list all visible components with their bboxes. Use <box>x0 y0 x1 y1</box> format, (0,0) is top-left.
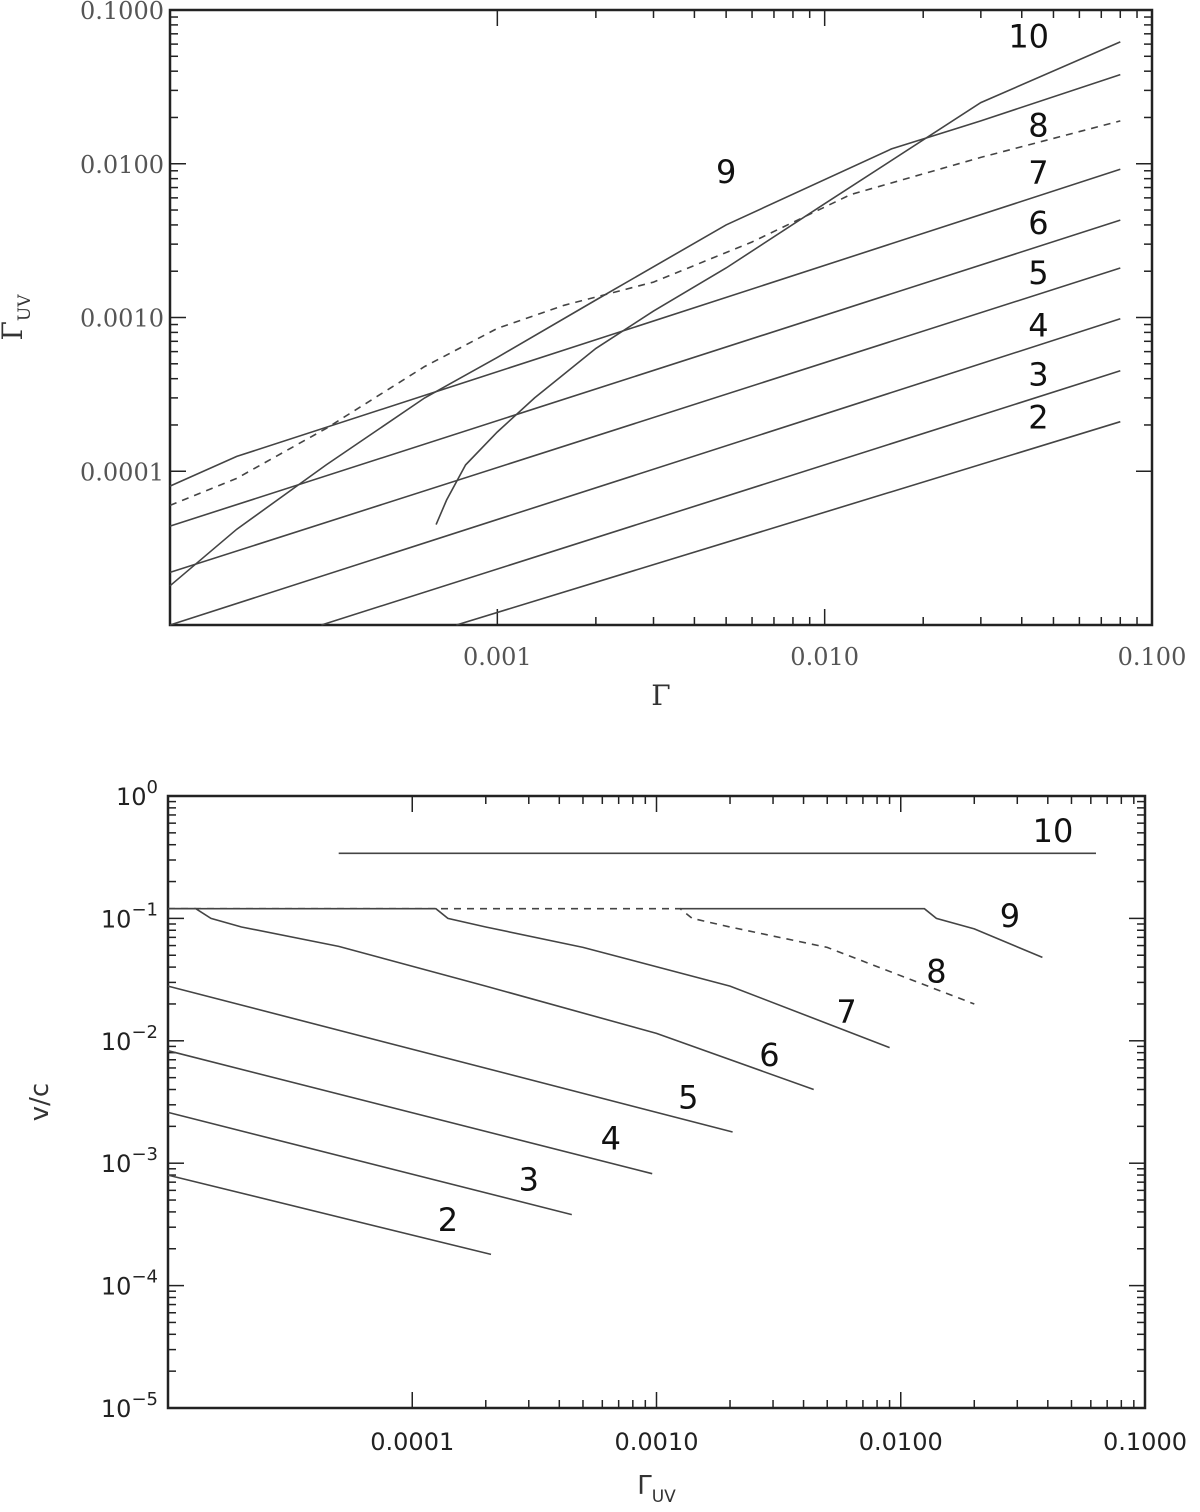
y-tick-label: 10−4 <box>101 1267 158 1301</box>
series-4-label: 4 <box>601 1119 621 1157</box>
series-9-line <box>680 907 1043 959</box>
y-tick-label: 10−2 <box>101 1022 158 1056</box>
plot-frame <box>168 8 1154 627</box>
series-10-label: 10 <box>1008 18 1049 56</box>
x-tick-label: 0.010 <box>790 643 859 671</box>
x-tick-label: 0.0010 <box>615 1428 699 1456</box>
series-9-label: 9 <box>1000 897 1020 935</box>
series-7-line <box>168 907 890 1049</box>
y-axis-title: v/c <box>25 1083 55 1121</box>
y-tick-label: 0.0100 <box>80 151 164 179</box>
x-tick-label: 0.0100 <box>859 1428 943 1456</box>
series-10-line <box>169 73 1121 587</box>
series-2-label: 2 <box>438 1201 458 1239</box>
series-8-label: 8 <box>1028 107 1048 145</box>
series-7-label: 7 <box>836 993 856 1031</box>
series-4-line <box>169 318 1121 626</box>
series-9-label: 9 <box>716 153 736 191</box>
y-tick-label: 100 <box>116 777 158 811</box>
series-3-line <box>167 1111 572 1216</box>
series-4-label: 4 <box>1028 307 1048 345</box>
series-6-label: 6 <box>759 1036 779 1074</box>
series-6-label: 6 <box>1028 204 1048 242</box>
series-8-line <box>169 120 1121 507</box>
series-8-line <box>168 907 975 1005</box>
series-2-line <box>167 1174 492 1256</box>
series-4-line <box>167 1049 653 1175</box>
series-2-line <box>456 420 1121 626</box>
y-tick-label: 10−3 <box>101 1144 158 1178</box>
series-6-line <box>169 219 1121 527</box>
series-10-label: 10 <box>1033 812 1074 850</box>
series-7-line <box>169 168 1121 487</box>
series-2-label: 2 <box>1028 398 1048 436</box>
x-axis-title: ΓUV <box>637 1471 676 1507</box>
series-5-line <box>167 985 733 1133</box>
y-tick-label: 10−5 <box>101 1389 158 1423</box>
y-tick-label: 0.1000 <box>80 0 164 25</box>
series-5-label: 5 <box>1028 254 1048 292</box>
x-tick-label: 0.0001 <box>370 1428 454 1456</box>
bottom-chart: 0.00010.00100.01000.10001.000010010−110−… <box>25 777 1187 1507</box>
y-tick-label: 0.0010 <box>80 305 164 333</box>
series-7-label: 7 <box>1028 154 1048 192</box>
series-3-label: 3 <box>519 1160 539 1198</box>
y-axis-title: ΓUV <box>0 294 35 341</box>
series-9-line <box>435 41 1121 525</box>
series-5-line <box>169 267 1121 574</box>
x-axis-title: Γ <box>651 679 670 712</box>
series-6-line <box>168 907 814 1091</box>
plot-frame <box>166 794 1147 1410</box>
x-tick-label: 0.001 <box>463 643 532 671</box>
x-tick-label: 0.1000 <box>1103 1428 1187 1456</box>
series-3-line <box>321 370 1121 626</box>
series-8-label: 8 <box>926 952 946 990</box>
x-tick-label: 0.100 <box>1118 643 1187 671</box>
series-3-label: 3 <box>1028 356 1048 394</box>
y-tick-label: 10−1 <box>101 899 158 933</box>
y-tick-label: 0.0001 <box>80 458 164 486</box>
series-5-label: 5 <box>678 1078 698 1116</box>
top-chart: 0.0010.0100.1001.0000.00010.00100.01000.… <box>0 0 1187 712</box>
